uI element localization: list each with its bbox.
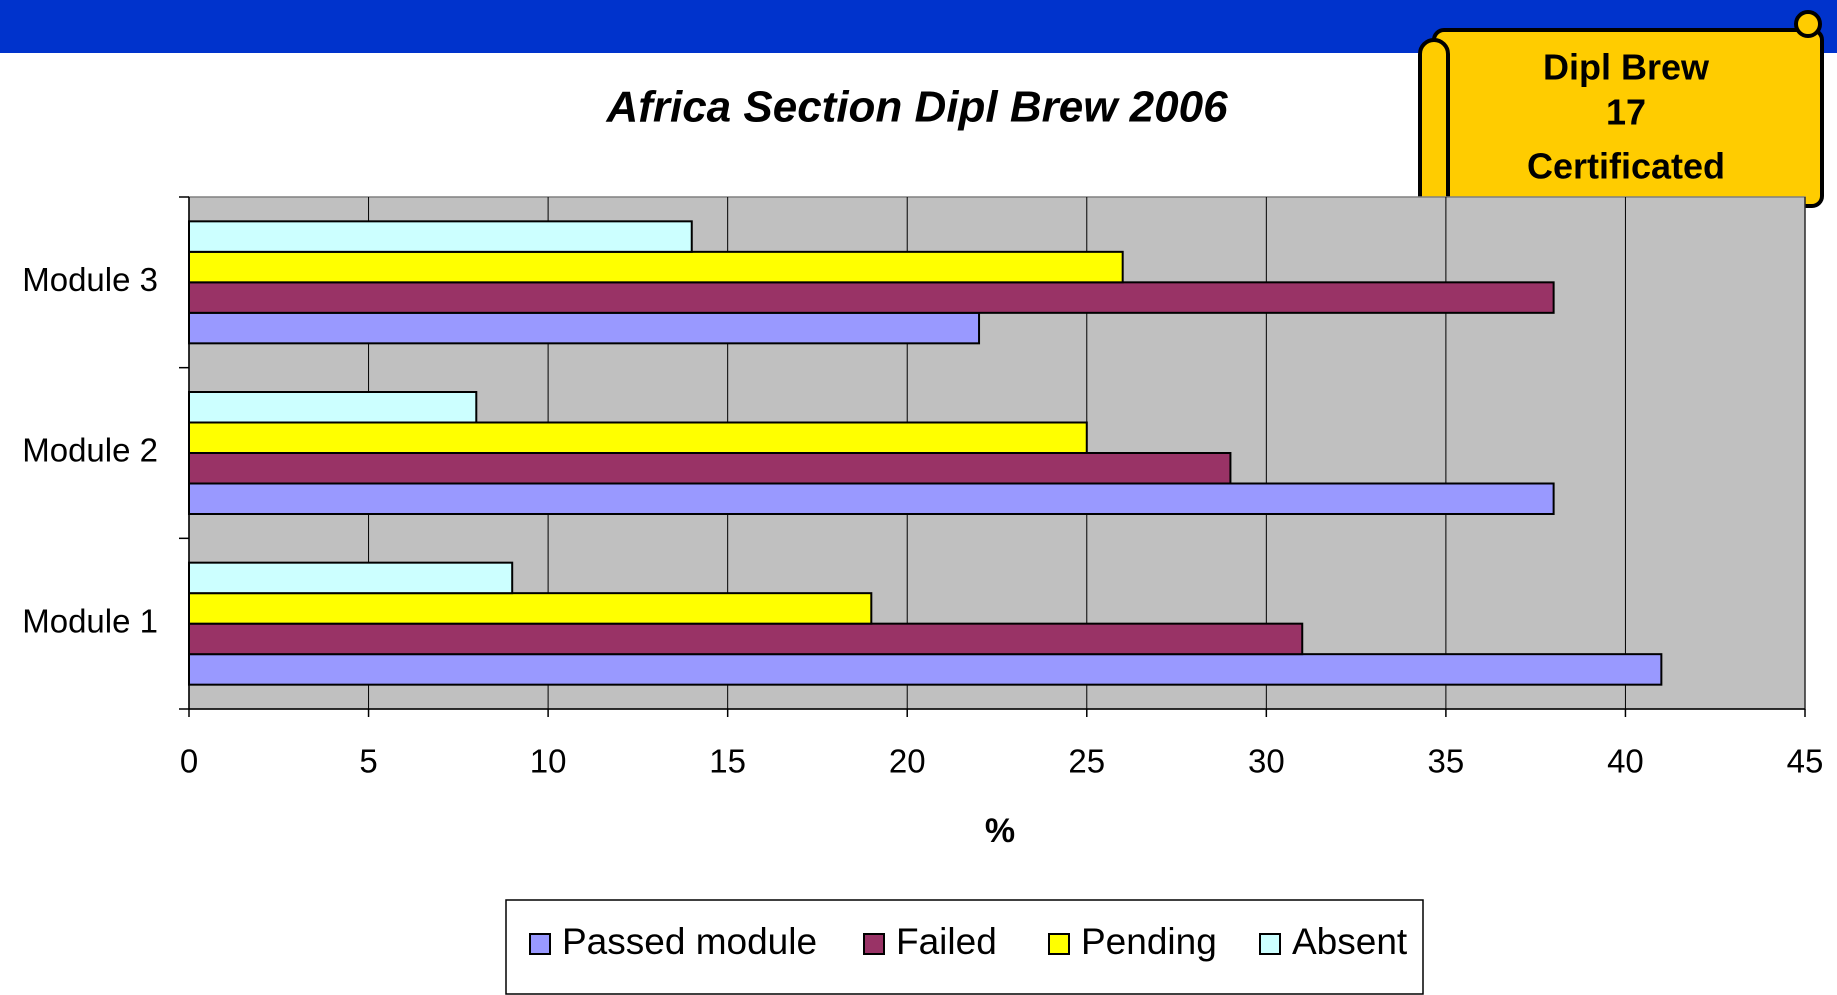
bar — [189, 593, 871, 624]
badge-curl — [1796, 12, 1820, 36]
x-tick-label: 30 — [1248, 743, 1285, 780]
x-tick-label: 15 — [709, 743, 746, 780]
x-tick-label: 20 — [889, 743, 926, 780]
chart: Africa Section Dipl Brew 2006 Dipl Brew … — [0, 0, 1837, 995]
legend-marker — [1049, 934, 1069, 954]
y-tick-label: Module 3 — [22, 261, 158, 298]
legend-marker — [530, 934, 550, 954]
bar — [189, 282, 1554, 313]
bar — [189, 221, 692, 252]
bar — [189, 484, 1554, 515]
x-tick-label: 10 — [530, 743, 567, 780]
legend-label: Pending — [1081, 921, 1217, 962]
bar — [189, 313, 979, 344]
legend-marker — [864, 934, 884, 954]
chart-title: Africa Section Dipl Brew 2006 — [605, 83, 1228, 132]
badge-text: Certificated — [1527, 146, 1725, 187]
legend-label: Passed module — [562, 921, 817, 962]
bar — [189, 423, 1087, 454]
bar — [189, 453, 1230, 484]
legend-label: Absent — [1292, 921, 1408, 962]
x-tick-label: 5 — [359, 743, 377, 780]
badge-text: Dipl Brew — [1543, 47, 1710, 88]
badge-text: 17 — [1606, 92, 1646, 133]
bar — [189, 252, 1123, 282]
y-tick-label: Module 1 — [22, 602, 158, 639]
bar — [189, 654, 1661, 685]
legend-marker — [1260, 934, 1280, 954]
x-tick-label: 25 — [1068, 743, 1105, 780]
x-tick-label: 40 — [1607, 743, 1644, 780]
bar — [189, 392, 476, 423]
x-axis-label: % — [985, 812, 1015, 850]
bar — [189, 624, 1302, 655]
x-tick-label: 45 — [1787, 743, 1824, 780]
y-tick-label: Module 2 — [22, 432, 158, 469]
x-tick-label: 35 — [1428, 743, 1465, 780]
bar — [189, 563, 512, 594]
legend-label: Failed — [896, 921, 997, 962]
x-tick-label: 0 — [180, 743, 198, 780]
